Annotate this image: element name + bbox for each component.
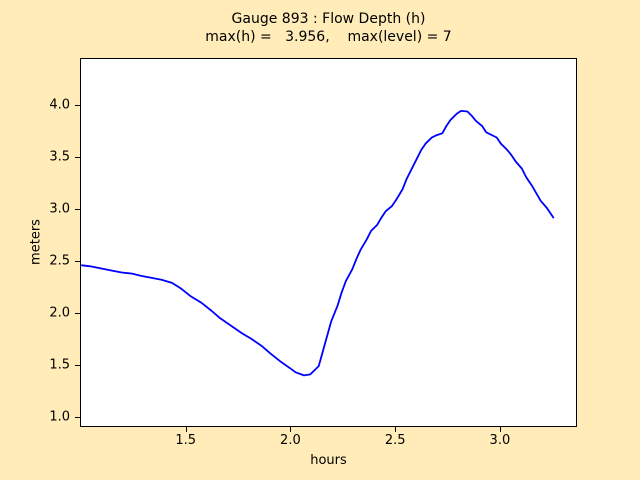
y-tick-mark	[75, 209, 80, 211]
flow-depth-line	[81, 110, 555, 377]
y-tick-label: 3.0	[49, 201, 70, 217]
y-tick-label: 2.0	[49, 305, 70, 321]
y-tick-label: 1.5	[49, 357, 70, 373]
x-tick-mark	[185, 427, 187, 432]
y-tick-mark	[75, 105, 80, 107]
y-tick-mark	[75, 313, 80, 315]
x-tick-mark	[395, 427, 397, 432]
chart-title-block: Gauge 893 : Flow Depth (h) max(h) = 3.95…	[80, 10, 577, 46]
y-tick-label: 1.0	[49, 409, 70, 425]
y-axis-label: meters	[28, 219, 44, 265]
x-tick-label: 2.0	[280, 433, 301, 448]
x-tick-mark	[499, 427, 501, 432]
x-tick-label: 2.5	[384, 433, 406, 448]
y-tick-mark	[75, 157, 80, 159]
chart-title: Gauge 893 : Flow Depth (h)	[231, 11, 426, 27]
x-tick-label: 3.0	[489, 433, 511, 448]
plot-canvas	[81, 110, 555, 377]
y-tick-mark	[75, 417, 80, 418]
y-tick-mark	[75, 365, 80, 367]
x-tick-mark	[290, 427, 292, 432]
y-tick-mark	[75, 261, 80, 263]
chart-subtitle: max(h) = 3.956, max(level) = 7	[205, 29, 452, 45]
y-tick-label: 2.5	[49, 253, 70, 269]
plot-area	[80, 58, 577, 427]
y-tick-label: 3.5	[49, 149, 70, 165]
y-tick-label: 4.0	[49, 97, 70, 113]
x-axis-label: hours	[310, 453, 347, 468]
x-tick-label: 1.5	[175, 433, 197, 448]
